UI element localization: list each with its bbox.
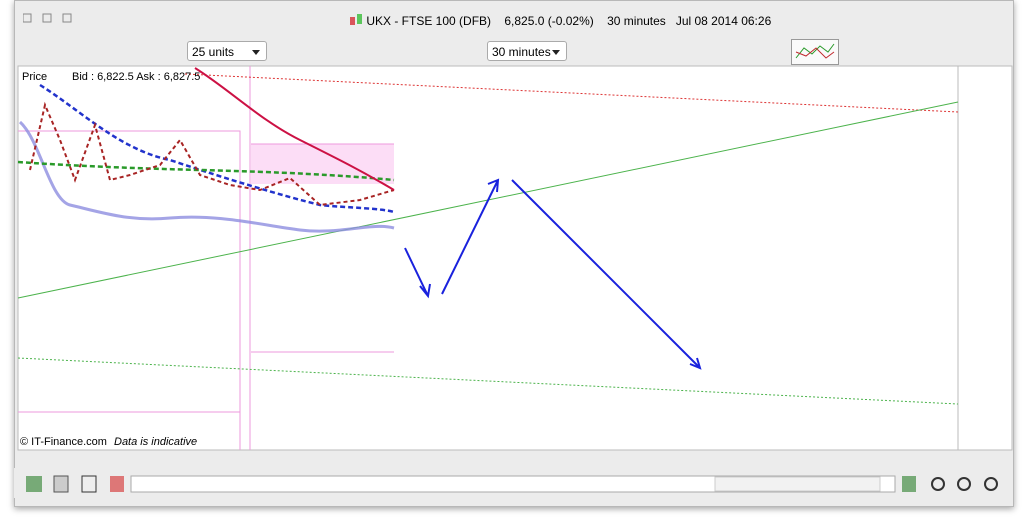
scrollbar[interactable] bbox=[130, 475, 896, 493]
moving-average-5 bbox=[194, 67, 395, 191]
bid-ask: Bid : 6,822.5 Ask : 6,827.5 bbox=[72, 71, 200, 83]
plot-area bbox=[17, 65, 959, 451]
window-controls[interactable] bbox=[22, 11, 83, 25]
chart-style-button[interactable] bbox=[791, 39, 839, 65]
disclaimer: Data is indicative bbox=[114, 436, 197, 448]
interval: 30 minutes bbox=[607, 14, 666, 28]
trend-line-red bbox=[184, 73, 959, 113]
scroll-thumb[interactable] bbox=[714, 476, 881, 492]
arrow-up bbox=[441, 178, 500, 295]
moving-average-3 bbox=[17, 160, 395, 182]
control-icons bbox=[22, 13, 72, 23]
moving-average-1 bbox=[18, 120, 395, 233]
copyright: © IT-Finance.com bbox=[20, 436, 107, 448]
left-tools[interactable] bbox=[26, 475, 124, 493]
timestamp: Jul 08 2014 06:26 bbox=[675, 14, 772, 28]
price-label: Price bbox=[22, 71, 47, 83]
arrow-down bbox=[404, 247, 431, 299]
right-tools[interactable] bbox=[902, 476, 998, 492]
moving-average-4 bbox=[29, 101, 395, 207]
candle-icon bbox=[350, 14, 362, 25]
arrow-down-long bbox=[511, 179, 702, 370]
interval-select[interactable]: 30 minutes bbox=[487, 41, 567, 61]
icon bbox=[795, 43, 835, 59]
units-select[interactable]: 25 units bbox=[187, 41, 267, 61]
quote: 6,825.0 (-0.02%) bbox=[504, 14, 594, 28]
y-axis-area bbox=[957, 65, 1013, 451]
instrument: UKX - FTSE 100 (DFB) bbox=[366, 14, 492, 28]
trend-line-green-dotted bbox=[17, 357, 959, 405]
title-bar: UKX - FTSE 100 (DFB) 6,825.0 (-0.02%) 30… bbox=[349, 13, 771, 28]
envelope-lines bbox=[18, 66, 394, 450]
projection-arrows bbox=[404, 178, 702, 370]
